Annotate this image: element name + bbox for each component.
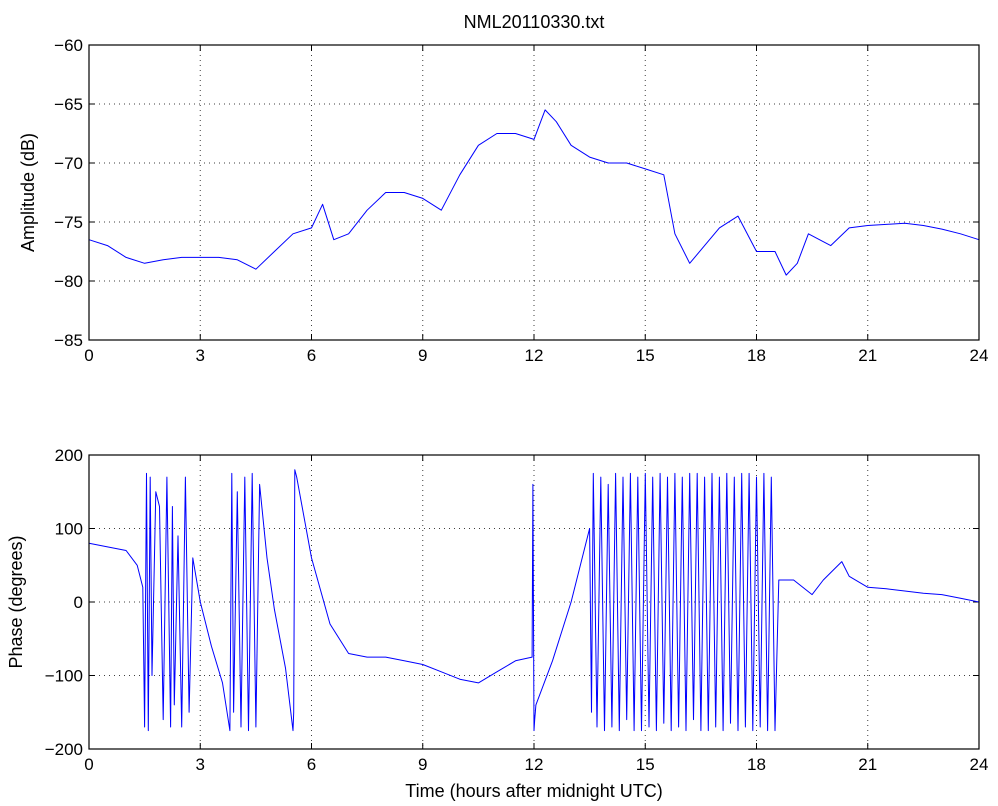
x-tick-label: 6 <box>307 346 316 365</box>
y-tick-label: −80 <box>54 272 83 291</box>
x-tick-label: 6 <box>307 755 316 774</box>
phase-panel: Phase (degrees) Time (hours after midnig… <box>6 446 988 801</box>
series-lines <box>88 469 980 732</box>
x-tick-label: 15 <box>636 346 655 365</box>
x-tick-label: 12 <box>525 346 544 365</box>
x-tick-label: 3 <box>196 755 205 774</box>
series-line <box>88 469 980 732</box>
x-axis-label: Time (hours after midnight UTC) <box>405 781 662 801</box>
tick-labels: 0 3 6 9 12 15 18 21 24 −85 −80 −75 −70 −65 −60 <box>54 36 988 365</box>
y-tick-label: −85 <box>54 331 83 350</box>
chart-title: NML20110330.txt <box>464 12 605 32</box>
y-tick-label: −60 <box>54 36 83 55</box>
x-tick-label: 9 <box>418 755 427 774</box>
x-tick-label: 12 <box>525 755 544 774</box>
y-axis-label: Amplitude (dB) <box>18 133 38 252</box>
x-tick-label: 9 <box>418 346 427 365</box>
x-tick-label: 3 <box>196 346 205 365</box>
plot-frame <box>88 44 980 341</box>
y-tick-label: 0 <box>74 593 83 612</box>
x-tick-label: 24 <box>970 346 989 365</box>
series-lines <box>88 109 980 276</box>
y-tick-label: 100 <box>55 520 83 539</box>
y-tick-label: −200 <box>45 740 83 759</box>
x-tick-label: 24 <box>970 755 989 774</box>
series-line <box>88 109 980 276</box>
y-tick-label: 200 <box>55 446 83 465</box>
x-tick-label: 0 <box>84 346 93 365</box>
y-tick-label: −65 <box>54 95 83 114</box>
x-tick-label: 18 <box>747 346 766 365</box>
x-tick-label: 21 <box>858 346 877 365</box>
tick-labels: 0 3 6 9 12 15 18 21 24 −200 −100 0 100 200 <box>45 446 989 774</box>
plot-frame <box>88 454 980 750</box>
x-tick-label: 0 <box>84 755 93 774</box>
y-tick-label: −100 <box>45 667 83 686</box>
y-tick-label: −70 <box>54 154 83 173</box>
y-tick-label: −75 <box>54 213 83 232</box>
grid <box>89 45 979 340</box>
x-tick-label: 21 <box>858 755 877 774</box>
x-tick-label: 18 <box>747 755 766 774</box>
y-axis-label: Phase (degrees) <box>6 535 26 668</box>
amplitude-panel: NML20110330.txt Amplitude (dB) 0 3 6 9 12 15 1… <box>18 12 988 365</box>
x-tick-label: 15 <box>636 755 655 774</box>
